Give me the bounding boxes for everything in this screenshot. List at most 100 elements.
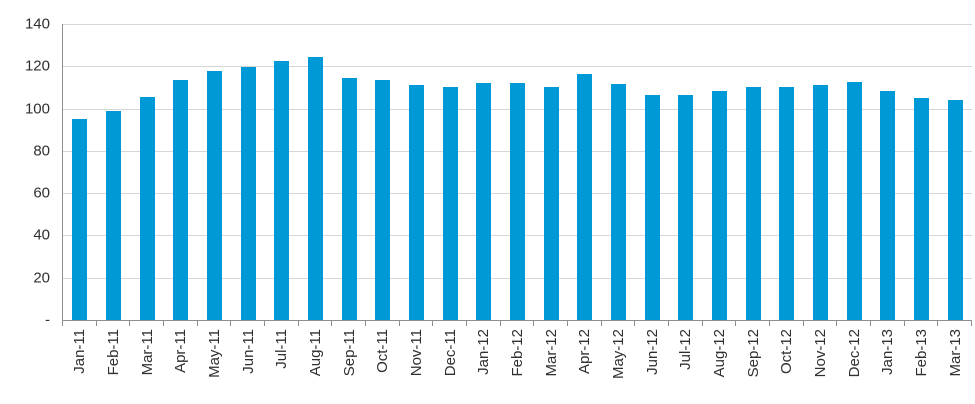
bar-Feb-11 [106,110,121,320]
bar-slot [97,24,131,320]
bar-slot [602,24,636,320]
x-tick-label-text: Sep-12 [744,329,762,378]
bar-slot [804,24,838,320]
y-tick-label: 40 [33,226,50,244]
x-tick-label: Jan-11 [63,329,97,404]
bar-slot [366,24,400,320]
x-axis-tick [197,321,198,326]
bar-slot [130,24,164,320]
gridline-140 [63,24,972,25]
x-tick-label-text: Aug-12 [711,329,729,378]
bar-Sep-12 [745,87,761,320]
x-tick-label: Aug-11 [299,329,333,404]
x-axis-tick [331,321,332,326]
x-axis-tick [803,321,804,326]
bar-slot [871,24,905,320]
x-tick-label: Jul-12 [669,329,703,404]
x-tick-label-text: Mar-12 [542,329,560,377]
bar-Jan-12 [476,83,492,320]
x-axis-tick [870,321,871,326]
bar-Jan-13 [880,90,896,320]
x-tick-label: Dec-11 [433,329,467,404]
bar-slot [467,24,501,320]
bar-Mar-13 [947,100,963,320]
x-tick-label: Feb-13 [905,329,939,404]
bar-Oct-12 [779,87,795,320]
bar-slot [299,24,333,320]
x-tick-label-text: Oct-12 [778,329,796,375]
bar-Jul-11 [274,61,290,320]
x-tick-label-text: May-12 [610,329,628,380]
x-tick-label-text: Feb-11 [105,329,122,376]
bar-slot [501,24,535,320]
bar-May-12 [611,84,627,320]
y-tick-label: 60 [33,184,50,202]
bar-slot [265,24,299,320]
bar-Nov-11 [409,85,425,320]
x-tick-label: Jan-13 [871,329,905,404]
x-tick-label-text: Apr-11 [172,329,190,373]
bar-slot [400,24,434,320]
x-tick-label: Dec-12 [837,329,871,404]
x-tick-label: Oct-11 [366,329,400,404]
bar-Apr-11 [173,80,189,320]
x-tick-label: Mar-11 [130,329,164,404]
bar-slot [63,24,97,320]
x-tick-label: Sep-11 [332,329,366,404]
bar-series [63,24,972,320]
bar-slot [837,24,871,320]
x-tick-label: Oct-12 [770,329,804,404]
x-tick-label-text: Feb-12 [509,329,527,377]
x-axis-tick [96,321,97,326]
x-axis-tick [62,321,63,326]
x-axis-tick [836,321,837,326]
x-axis-tick [163,321,164,326]
x-tick-label-text: Feb-13 [913,329,931,377]
bar-slot [231,24,265,320]
x-axis-tick [533,321,534,326]
bar-Jul-12 [678,94,694,320]
bar-slot [770,24,804,320]
x-tick-label: Feb-12 [501,329,535,404]
bar-slot [635,24,669,320]
x-axis-line [62,320,972,321]
bar-Feb-12 [510,83,526,320]
y-tick-label: 20 [33,269,50,287]
bar-slot [198,24,232,320]
x-axis-tick [971,321,972,326]
y-tick-label: 140 [24,15,50,33]
y-tick-label: 80 [33,142,50,160]
x-tick-label-text: Nov-12 [812,329,830,378]
x-tick-label: Jun-11 [231,329,265,404]
x-axis-tick [567,321,568,326]
bar-Oct-11 [375,80,391,320]
bar-Aug-12 [712,90,728,320]
x-tick-label-text: Jan-11 [71,329,89,374]
plot-area [63,24,972,320]
bar-Sep-11 [341,77,357,320]
x-axis-labels: Jan-11 Feb-11 Mar-11 Apr-11 May-11 Jun-11 Jul-… [63,329,972,404]
bar-Nov-12 [813,85,829,320]
x-axis-tick [399,321,400,326]
y-tick-label: - [45,311,50,329]
x-axis-tick [735,321,736,326]
x-axis-tick [129,321,130,326]
x-axis-tick [365,321,366,326]
x-tick-label: Nov-12 [804,329,838,404]
x-tick-label-text: Jan-12 [475,329,493,375]
y-tick-label: 120 [24,57,50,75]
bar-slot [568,24,602,320]
x-tick-label-text: Dec-12 [845,329,863,378]
x-axis-tick [937,321,938,326]
x-tick-label-text: Mar-11 [138,329,156,376]
x-tick-label: Apr-11 [164,329,198,404]
bar-Jun-11 [240,67,256,320]
x-tick-label-text: Jun-11 [239,329,257,374]
x-axis-tick [230,321,231,326]
x-tick-label-text: Oct-11 [374,329,392,373]
bar-May-11 [207,70,223,320]
bar-slot [332,24,366,320]
x-axis-tick [500,321,501,326]
gridline-120 [63,66,972,68]
